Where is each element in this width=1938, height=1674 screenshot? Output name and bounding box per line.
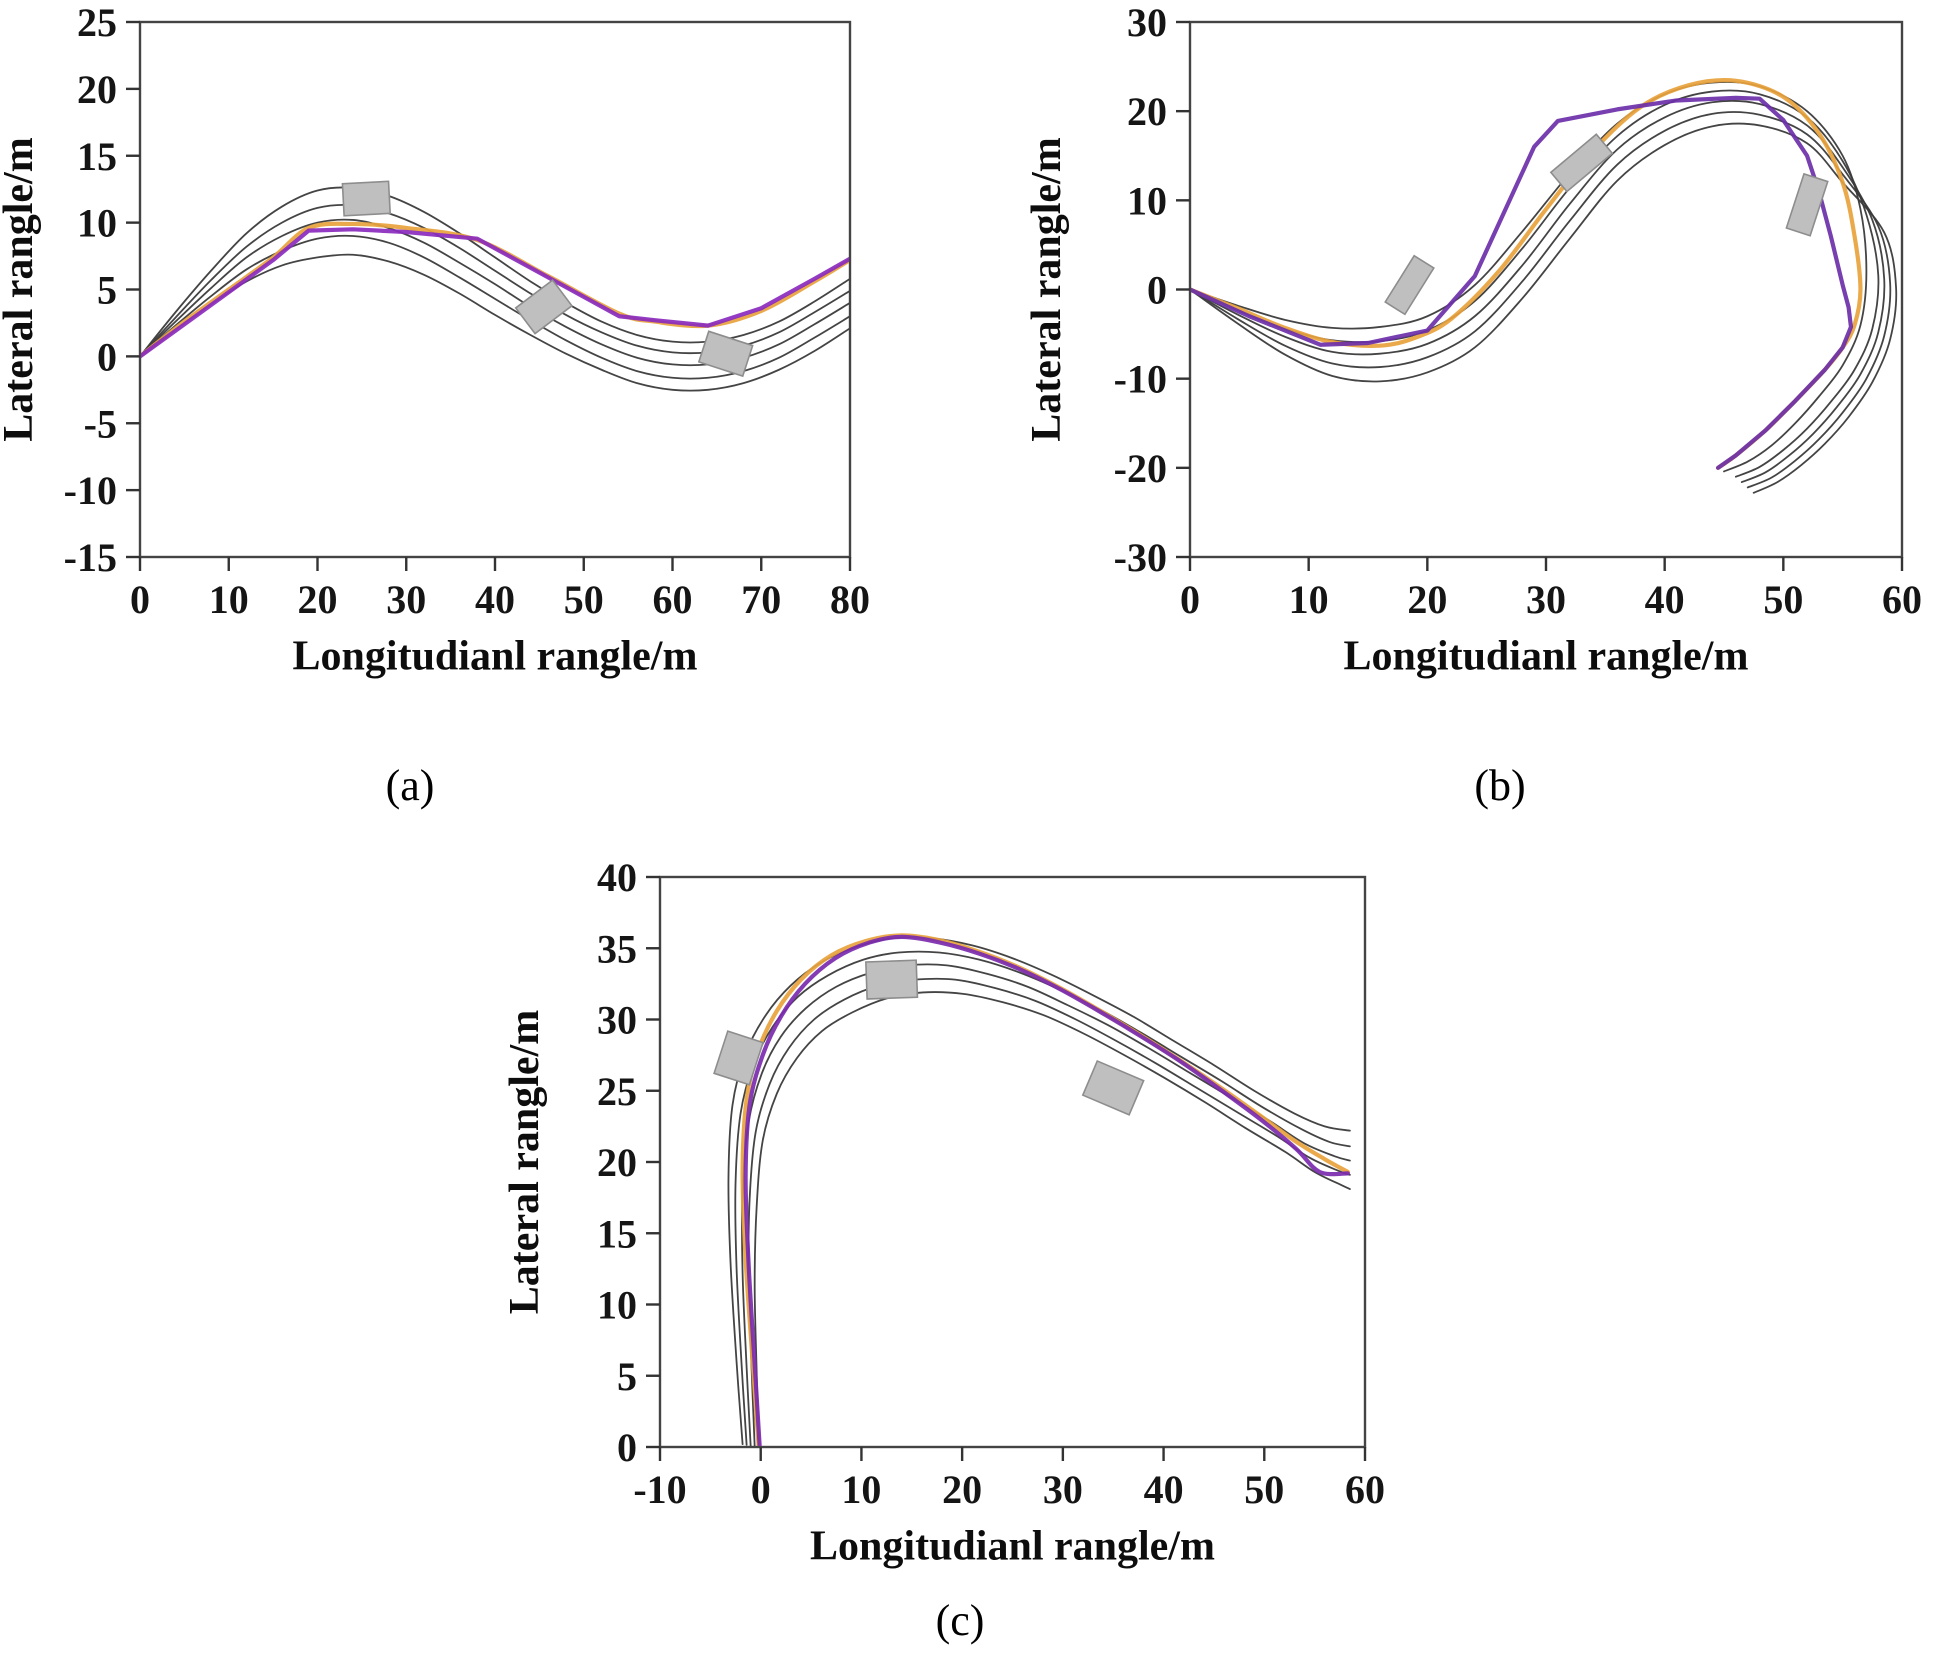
vehicle-marker [865, 959, 919, 1000]
x-tick-label: 10 [841, 1467, 881, 1512]
x-tick-label: 50 [1244, 1467, 1284, 1512]
vehicle-marker [341, 180, 392, 217]
series-lane-line-2 [734, 950, 1351, 1446]
x-tick-label: 20 [298, 577, 338, 622]
svg-a-root: -15 -10 -5 0 5 10 15 20 25 0 10 20 30 40 50 60 70 80 Longi… [0, 0, 870, 680]
svg-b-root: -30 -20 -10 0 10 20 30 0 10 20 30 40 50 60 Longitudian… [1024, 0, 1922, 680]
panel-b-chart: -30 -20 -10 0 10 20 30 0 10 20 30 40 50 60 Longitudian… [1024, 0, 1922, 680]
y-tick-label: 10 [77, 201, 117, 246]
y-axis-title: Lateral rangle/m [0, 137, 42, 441]
y-tick-label: 0 [617, 1425, 637, 1470]
x-tick-label: 0 [130, 577, 150, 622]
series-lane-line-4 [747, 977, 1351, 1446]
panel-a: -15 -10 -5 0 5 10 15 20 25 0 10 20 30 40 50 60 70 80 Longi… [0, 0, 900, 720]
vehicle-marker [514, 279, 574, 335]
y-tick-label: 30 [597, 998, 637, 1043]
series-reference-path-orange [1191, 78, 1863, 470]
panel-a-chart: -15 -10 -5 0 5 10 15 20 25 0 10 20 30 40 50 60 70 80 Longi… [0, 0, 870, 680]
x-tick-label: 20 [942, 1467, 982, 1512]
vehicle-marker [1384, 254, 1435, 316]
y-tick-label: -10 [1114, 357, 1167, 402]
x-tick-label: 60 [1882, 577, 1922, 622]
y-tick-label: 30 [1127, 0, 1167, 45]
series-lane-line-5 [1191, 122, 1898, 494]
series-lane-line-3-center [741, 963, 1351, 1446]
series-lane-line-1 [1191, 81, 1868, 473]
panel-c-label: (c) [935, 1596, 985, 1645]
series-tracked-path-purple [141, 227, 849, 359]
y-axis-title: Lateral rangle/m [502, 1010, 548, 1314]
y-tick-label: 20 [597, 1140, 637, 1185]
y-tick-label: 15 [597, 1211, 637, 1256]
x-tick-label: 10 [1289, 577, 1329, 622]
y-tick-label: 25 [77, 0, 117, 45]
y-axis-title: Lateral rangle/m [1024, 137, 1070, 441]
y-tick-label: 15 [77, 134, 117, 179]
x-tick-label: 50 [1763, 577, 1803, 622]
y-tick-label: 10 [1127, 178, 1167, 223]
series-tracked-path-purple [1191, 95, 1854, 470]
y-tick-label: 5 [97, 268, 117, 313]
x-tick-label: -10 [633, 1467, 686, 1512]
x-axis-title: Longitudianl rangle/m [293, 634, 698, 680]
y-tick-label: -15 [64, 535, 117, 580]
y-tick-label: 20 [77, 67, 117, 112]
x-tick-label: 0 [751, 1467, 771, 1512]
y-tick-label: 5 [617, 1354, 637, 1399]
x-tick-label: 30 [1043, 1467, 1083, 1512]
y-tick-label: -30 [1114, 535, 1167, 580]
series-lane-line-4 [1191, 111, 1892, 489]
series-lane-line-5 [753, 991, 1351, 1446]
series-reference-path-orange [141, 221, 849, 359]
series-lane-line-3-center [1191, 99, 1886, 483]
vehicle-marker [697, 330, 754, 378]
panel-c: 0 5 10 15 20 25 30 35 40 -10 0 10 20 30 40 50 60 Longitud… [500, 855, 1460, 1595]
series-lane-line-5 [141, 253, 849, 392]
x-axis-title: Longitudianl rangle/m [1344, 634, 1749, 680]
series-tracked-path-purple [743, 934, 1350, 1446]
vehicle-marker [1549, 133, 1614, 193]
x-tick-label: 60 [1345, 1467, 1385, 1512]
y-tick-label: 0 [97, 334, 117, 379]
x-tick-label: 80 [830, 577, 870, 622]
plot-area [141, 180, 849, 392]
y-tick-label: 10 [597, 1283, 637, 1328]
plot-frame [138, 20, 852, 559]
y-tick-label: -10 [64, 468, 117, 513]
x-tick-label: 70 [741, 577, 781, 622]
y-tick-label: -5 [84, 401, 117, 446]
vehicle-marker [1081, 1059, 1145, 1116]
x-tick-label: 0 [1180, 577, 1200, 622]
vehicle-marker [713, 1030, 765, 1086]
x-tick-label: 40 [475, 577, 515, 622]
x-tick-label: 40 [1144, 1467, 1184, 1512]
panel-b: -30 -20 -10 0 10 20 30 0 10 20 30 40 50 60 Longitudian… [1020, 0, 1938, 720]
y-tick-label: -20 [1114, 446, 1167, 491]
series-lane-line-1 [141, 186, 849, 357]
y-tick-label: 25 [597, 1069, 637, 1114]
x-tick-label: 20 [1407, 577, 1447, 622]
x-tick-label: 40 [1645, 577, 1685, 622]
plot-area [1191, 78, 1898, 494]
plot-area [713, 933, 1351, 1446]
y-tick-label: 20 [1127, 89, 1167, 134]
x-tick-label: 60 [653, 577, 693, 622]
y-tick-label: 40 [597, 855, 637, 900]
y-tick-label: 35 [597, 926, 637, 971]
panel-b-label: (b) [1474, 761, 1526, 810]
vehicle-marker [1785, 172, 1829, 237]
x-axis-title: Longitudianl rangle/m [810, 1524, 1215, 1570]
series-reference-path-orange [740, 933, 1350, 1446]
x-tick-label: 10 [209, 577, 249, 622]
panel-a-label: (a) [385, 761, 435, 810]
y-tick-label: 0 [1147, 268, 1167, 313]
x-tick-label: 30 [1526, 577, 1566, 622]
x-tick-label: 30 [386, 577, 426, 622]
x-tick-label: 50 [564, 577, 604, 622]
